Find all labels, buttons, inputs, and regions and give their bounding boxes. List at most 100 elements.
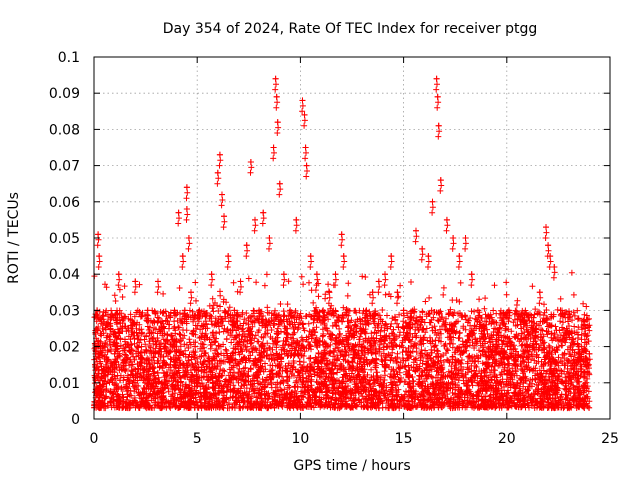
data-point [260,209,267,216]
data-point [247,158,254,165]
data-point [287,307,294,314]
data-point [332,271,339,278]
data-point [530,314,537,321]
data-point [547,253,554,260]
data-point [505,307,512,314]
data-point [161,325,168,332]
data-point [351,343,358,350]
data-point [388,253,395,260]
data-point [586,350,593,357]
data-point [221,213,228,220]
data-point [536,289,543,296]
y-tick-label: 0.04 [49,267,80,283]
data-point [499,350,506,357]
data-point [216,151,223,158]
data-point [272,75,279,82]
data-point [132,278,139,285]
data-point [111,350,118,357]
data-point [273,93,280,100]
data-point [576,343,583,350]
y-tick-label: 0.1 [58,50,80,66]
data-point [569,336,576,343]
data-point [202,325,209,332]
data-point [276,180,283,187]
data-point [256,307,263,314]
y-tick-label: 0.03 [49,303,80,319]
data-point [196,307,203,314]
x-axis-ticks: 0 5 10 15 20 25 [90,57,619,447]
data-point [270,144,277,151]
data-point [375,278,382,285]
data-point [412,227,419,234]
data-point [280,271,287,278]
data-point [313,271,320,278]
data-point [183,184,190,191]
x-axis-label: GPS time / hours [293,458,410,474]
data-point [406,325,413,332]
data-point [456,253,463,260]
y-tick-label: 0.06 [49,195,80,211]
data-point [225,253,232,260]
data-point [425,253,432,260]
data-point [121,336,128,343]
data-point [128,361,135,368]
data-point [266,235,273,241]
data-point [518,325,525,332]
x-tick-label: 15 [395,431,413,447]
data-point [167,361,174,368]
data-point [144,307,151,314]
data-point [115,271,122,278]
y-tick-label: 0 [71,412,80,428]
data-point [183,206,190,213]
data-point [582,325,589,332]
data-point [419,245,426,252]
data-point [434,93,441,100]
data-point [429,198,436,205]
roti-markers [91,75,593,412]
data-point [175,209,182,216]
data-point [299,97,306,104]
data-point [192,343,199,350]
data-point [218,191,225,198]
x-tick-label: 20 [498,431,516,447]
data-point [481,325,488,332]
data-point [543,224,550,231]
data-point [493,336,500,343]
x-tick-label: 25 [601,431,619,447]
data-point [545,242,552,249]
y-tick-label: 0.07 [49,159,80,175]
data-point [302,144,309,151]
data-point [243,242,250,249]
y-axis-ticks: 0 0.01 0.02 0.03 0.04 0.05 0.06 0.07 0.08 0.09 0.1 [49,50,610,428]
y-tick-label: 0.08 [49,122,80,138]
data-point [307,253,314,260]
data-points [91,75,593,412]
x-tick-label: 0 [90,431,99,447]
x-tick-label: 5 [193,431,202,447]
data-point [524,343,531,350]
data-point [150,354,157,361]
data-point [293,216,300,223]
data-point [179,253,186,260]
chart-title: Day 354 of 2024, Rate Of TEC Index for r… [163,21,538,37]
data-point [95,231,102,238]
data-point [107,325,114,332]
data-point [435,122,442,129]
data-point [181,307,188,314]
data-point [512,361,519,368]
data-point [303,162,310,169]
data-point [101,372,108,379]
data-point [357,325,364,332]
data-point [487,343,494,350]
y-tick-label: 0.05 [49,231,80,247]
data-point [96,253,103,260]
data-point [237,278,244,285]
y-tick-label: 0.02 [49,340,80,356]
data-point [363,307,370,314]
data-point [474,307,481,314]
data-point [400,307,407,314]
data-point [369,289,376,296]
data-point [433,75,440,82]
data-point [208,271,215,278]
data-point [557,307,564,314]
